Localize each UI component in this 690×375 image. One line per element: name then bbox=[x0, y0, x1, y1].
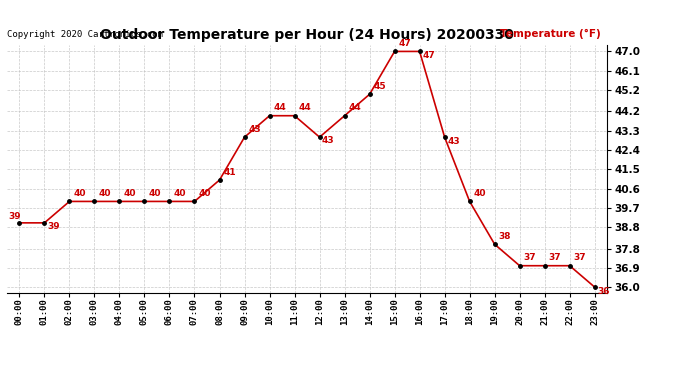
Text: Copyright 2020 Cartronics.com: Copyright 2020 Cartronics.com bbox=[7, 30, 163, 39]
Text: 47: 47 bbox=[398, 39, 411, 48]
Title: Outdoor Temperature per Hour (24 Hours) 20200330: Outdoor Temperature per Hour (24 Hours) … bbox=[100, 28, 514, 42]
Text: 40: 40 bbox=[98, 189, 110, 198]
Text: 43: 43 bbox=[322, 136, 335, 145]
Text: 40: 40 bbox=[473, 189, 486, 198]
Text: 45: 45 bbox=[373, 82, 386, 91]
Text: 39: 39 bbox=[8, 212, 21, 221]
Text: 44: 44 bbox=[348, 104, 361, 112]
Text: Temperature (°F): Temperature (°F) bbox=[500, 29, 600, 39]
Text: 39: 39 bbox=[47, 222, 59, 231]
Text: 40: 40 bbox=[148, 189, 161, 198]
Text: 41: 41 bbox=[224, 168, 236, 177]
Text: 40: 40 bbox=[124, 189, 136, 198]
Text: 37: 37 bbox=[549, 254, 561, 262]
Text: 40: 40 bbox=[73, 189, 86, 198]
Text: 37: 37 bbox=[524, 254, 536, 262]
Text: 40: 40 bbox=[173, 189, 186, 198]
Text: 37: 37 bbox=[573, 254, 586, 262]
Text: 47: 47 bbox=[422, 51, 435, 60]
Text: 44: 44 bbox=[273, 104, 286, 112]
Text: 43: 43 bbox=[447, 137, 460, 146]
Text: 44: 44 bbox=[298, 104, 311, 112]
Text: 43: 43 bbox=[248, 125, 261, 134]
Text: 38: 38 bbox=[498, 232, 511, 241]
Text: 40: 40 bbox=[198, 189, 210, 198]
Text: 36: 36 bbox=[598, 287, 610, 296]
